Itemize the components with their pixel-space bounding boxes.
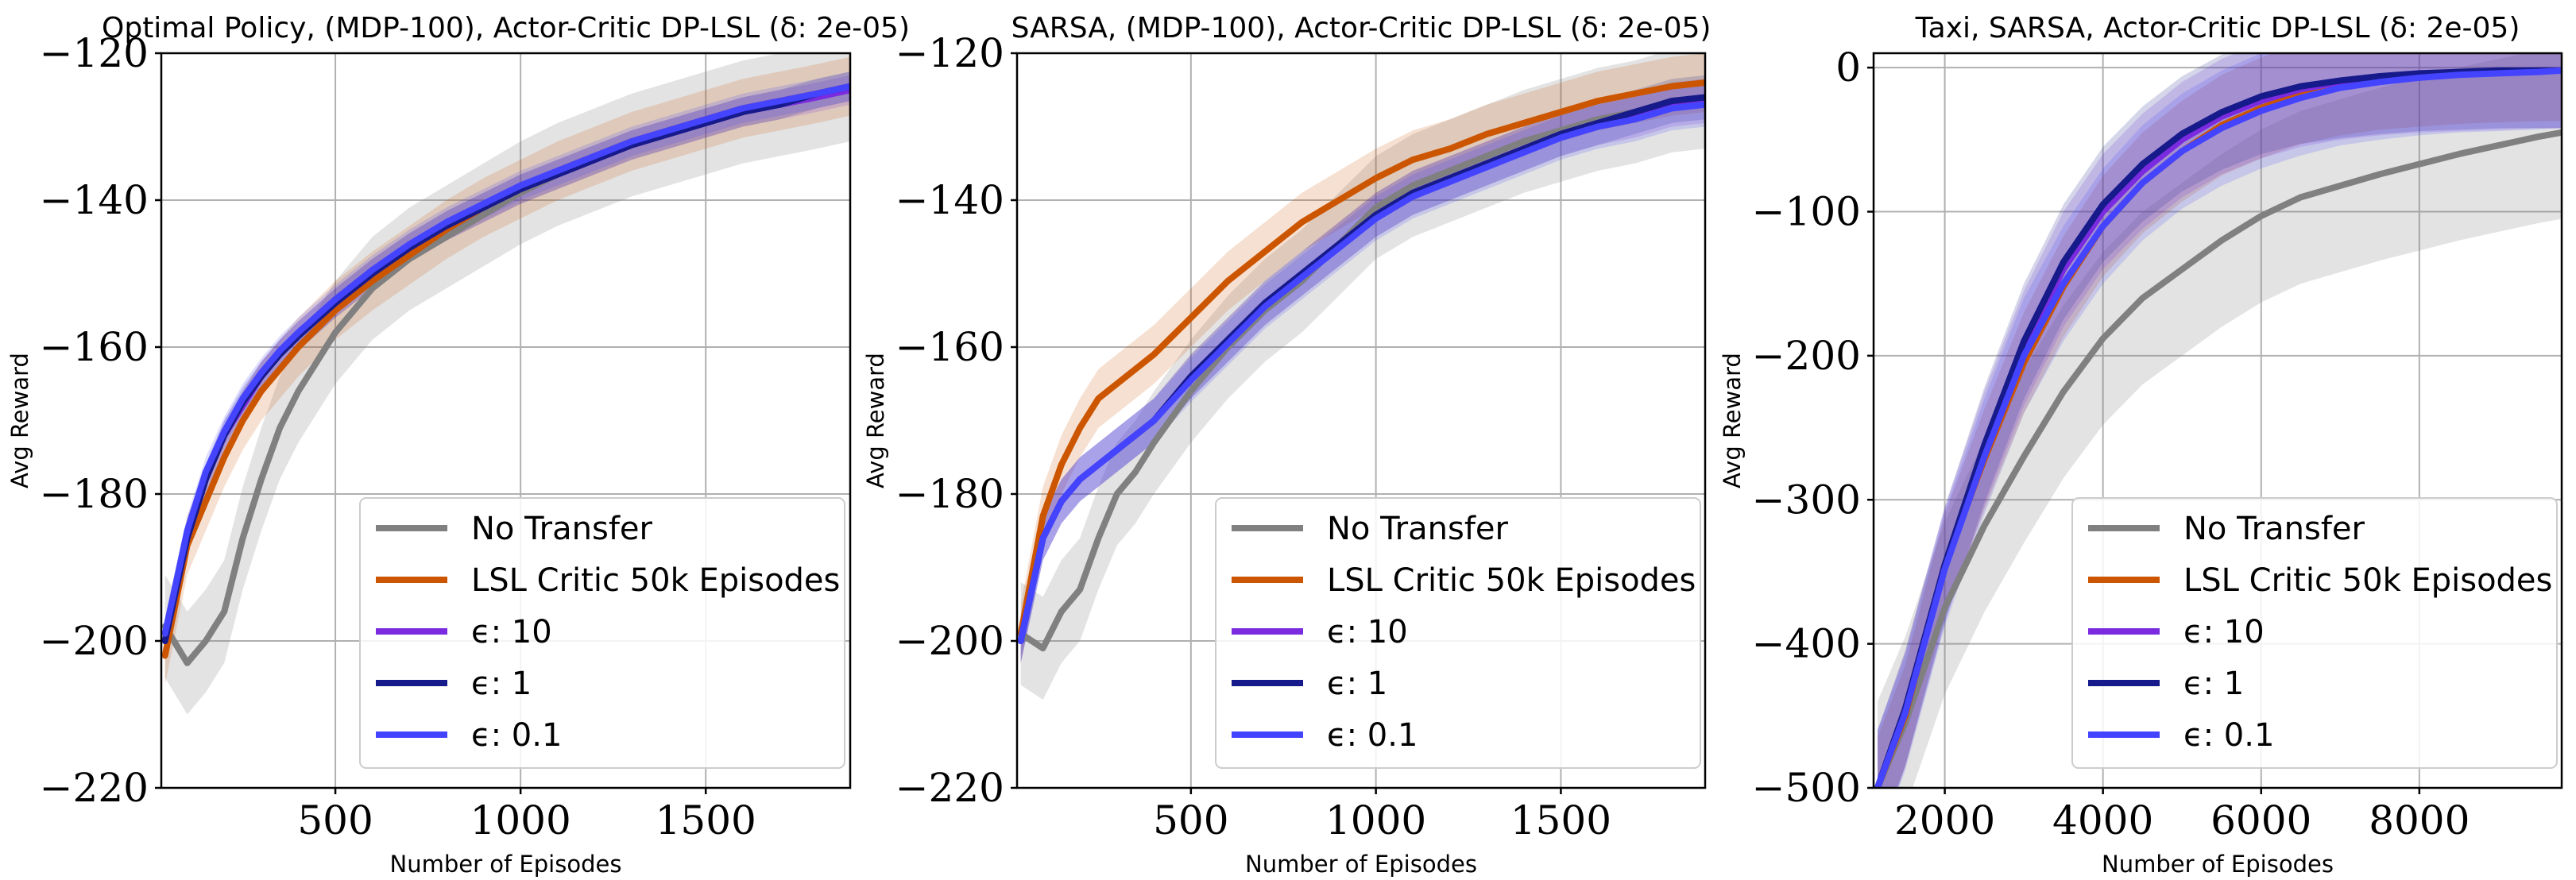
y-tick-label: −160	[895, 324, 1004, 370]
y-axis-label: Avg Reward	[862, 353, 889, 488]
x-axis-label: Number of Episodes	[1245, 851, 1477, 878]
legend-label-4: ϵ: 1	[471, 666, 532, 702]
y-tick-label: −300	[1752, 477, 1861, 523]
legend-label-5: ϵ: 0.1	[1327, 717, 1418, 754]
legend-label-5: ϵ: 0.1	[471, 717, 562, 754]
x-tick-label: 1500	[1510, 797, 1611, 843]
series-line-5	[1017, 101, 1705, 644]
legend-label-4: ϵ: 1	[2183, 666, 2244, 702]
series-band-5	[164, 71, 850, 649]
y-tick-label: −200	[1752, 333, 1861, 379]
chart-panel-2: 500 1000 1500 −120 −140 −160 −180 −200 −220 SARSA…	[862, 12, 1711, 878]
series-line-5	[161, 83, 850, 637]
x-tick-label: 6000	[2210, 797, 2311, 843]
y-tick-label: −200	[895, 618, 1004, 664]
y-tick-label: −220	[895, 765, 1004, 811]
series-line-2	[1017, 79, 1705, 637]
legend-label-3: ϵ: 10	[2183, 614, 2265, 650]
series-band-4	[1877, 53, 2562, 788]
x-tick-label: 1000	[1325, 797, 1426, 843]
legend-frame	[2071, 497, 2558, 769]
axes-frame	[1872, 52, 2563, 789]
legend-label-5: ϵ: 0.1	[2183, 717, 2274, 754]
legend-label-2: LSL Critic 50k Episodes	[2183, 562, 2552, 599]
y-tick-label: −140	[40, 177, 149, 223]
chart-panel-1: 500 1000 1500 −120 −140 −160 −180 −200 −220 Optim…	[6, 12, 910, 878]
series-group	[1874, 53, 2562, 788]
y-tick-label: −160	[40, 324, 149, 370]
legend-frame	[359, 497, 845, 769]
y-tick-label: −100	[1752, 189, 1861, 235]
series-line-5	[1874, 67, 2562, 788]
series-line-1	[1874, 129, 2562, 788]
y-tick-label: −120	[40, 30, 149, 76]
x-tick-label: 2000	[1894, 797, 1995, 843]
y-tick-label: −180	[40, 471, 149, 517]
legend-label-3: ϵ: 10	[1327, 614, 1408, 650]
legend-label-4: ϵ: 1	[1327, 666, 1387, 702]
x-tick-label: 500	[297, 797, 373, 843]
y-tick-label: −200	[40, 618, 149, 664]
y-tick-label: −120	[895, 30, 1004, 76]
legend: No Transfer LSL Critic 50k Episodes ϵ: 10 ϵ…	[2071, 497, 2558, 769]
series-group	[161, 53, 850, 715]
axes-frame	[1015, 52, 1707, 789]
legend-label-2: LSL Critic 50k Episodes	[1327, 562, 1696, 599]
chart-title: SARSA, (MDP-100), Actor-Critic DP-LSL (δ…	[1011, 12, 1712, 44]
x-tick-label: 500	[1153, 797, 1228, 843]
x-axis-label: Number of Episodes	[390, 851, 622, 878]
x-axis-label: Number of Episodes	[2102, 851, 2334, 878]
series-band-1	[1877, 53, 2562, 788]
y-tick-label: −220	[40, 765, 149, 811]
series-group	[1017, 53, 1705, 700]
y-tick-label: 0	[1835, 44, 1861, 91]
x-tick-label: 8000	[2369, 797, 2470, 843]
y-axis-label: Avg Reward	[1719, 353, 1746, 488]
legend-label-1: No Transfer	[2183, 511, 2365, 547]
y-tick-label: −500	[1752, 765, 1861, 811]
legend-label-1: No Transfer	[1327, 511, 1509, 547]
x-tick-label: 4000	[2052, 797, 2153, 843]
legend-label-2: LSL Critic 50k Episodes	[471, 562, 840, 599]
legend: No Transfer LSL Critic 50k Episodes ϵ: 10 ϵ…	[359, 497, 845, 769]
series-band-2	[1877, 53, 2562, 788]
y-tick-label: −400	[1752, 621, 1861, 667]
y-tick-label: −180	[895, 471, 1004, 517]
chart-title: Taxi, SARSA, Actor-Critic DP-LSL (δ: 2e-…	[1915, 12, 2520, 44]
series-band-5	[1877, 53, 2562, 788]
series-band-2	[164, 56, 850, 685]
series-band-3	[1877, 53, 2562, 788]
axes-frame	[160, 52, 852, 789]
series-band-5	[1020, 83, 1705, 663]
chart-panel-3: 2000 4000 6000 8000 0 −100 −200 −300 −400 −500 Tax…	[1719, 12, 2563, 878]
x-tick-label: 1000	[470, 797, 571, 843]
legend-label-1: No Transfer	[471, 511, 653, 547]
chart-title: Optimal Policy, (MDP-100), Actor-Critic …	[102, 12, 910, 44]
legend-label-3: ϵ: 10	[471, 614, 552, 650]
x-tick-label: 1500	[656, 797, 756, 843]
y-tick-label: −140	[895, 177, 1004, 223]
legend: No Transfer LSL Critic 50k Episodes ϵ: 10 ϵ…	[1215, 497, 1701, 769]
legend-frame	[1215, 497, 1701, 769]
y-axis-label: Avg Reward	[6, 353, 33, 488]
